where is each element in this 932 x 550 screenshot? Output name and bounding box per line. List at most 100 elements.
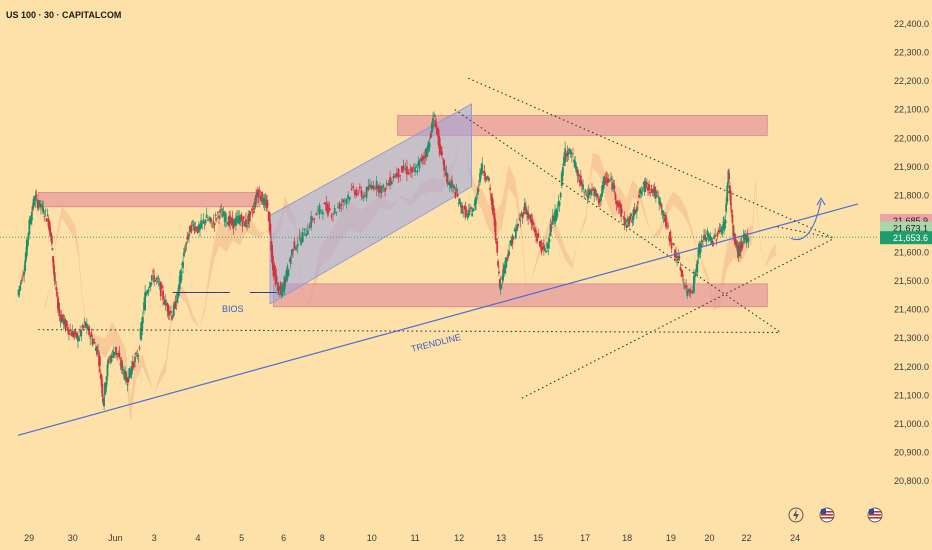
candle-body bbox=[482, 171, 485, 173]
candle-body bbox=[62, 314, 64, 321]
candle-body bbox=[140, 321, 143, 336]
candle-body bbox=[315, 213, 318, 216]
candle-body bbox=[439, 146, 442, 151]
x-tick-label: 12 bbox=[454, 533, 464, 543]
candle-body bbox=[579, 175, 582, 185]
candle-body bbox=[75, 332, 78, 339]
y-tick-label: 20,800.0 bbox=[894, 476, 929, 486]
candle-body bbox=[412, 167, 415, 169]
us-flag-event-icon[interactable] bbox=[819, 507, 835, 523]
candle-body bbox=[479, 173, 481, 183]
candle-body bbox=[651, 188, 654, 193]
candle-body bbox=[665, 214, 667, 228]
us-flag-event-icon[interactable] bbox=[867, 507, 883, 523]
candle-body bbox=[577, 174, 580, 177]
candle-body bbox=[320, 210, 323, 212]
candle-body bbox=[460, 203, 462, 208]
candle-body bbox=[57, 302, 60, 311]
candle-body bbox=[685, 285, 687, 288]
candle-body bbox=[290, 249, 293, 256]
candle-body bbox=[707, 233, 710, 238]
candle-body bbox=[615, 200, 618, 205]
candle-body bbox=[340, 204, 343, 206]
candle-body bbox=[526, 211, 528, 215]
candle-body bbox=[573, 159, 575, 163]
candle-body bbox=[462, 212, 465, 213]
candle-body bbox=[28, 219, 31, 235]
candle-body bbox=[713, 236, 715, 240]
y-tick-label: 21,600.0 bbox=[894, 248, 929, 258]
candle-body bbox=[732, 225, 735, 236]
time-axis[interactable]: 29 30 Jun 3 4 5 6 8 10 11 12 13 15 17 18 19 20 22 24 bbox=[24, 533, 800, 543]
candle-body bbox=[497, 261, 499, 266]
candle-body bbox=[65, 320, 68, 326]
candle-body bbox=[389, 176, 392, 186]
lightning-event-icon[interactable] bbox=[788, 507, 804, 523]
x-tick-label: 11 bbox=[410, 533, 419, 543]
candle-body bbox=[404, 169, 407, 171]
candle-body bbox=[138, 347, 141, 349]
candle-body bbox=[296, 243, 299, 247]
y-tick-label: 21,000.0 bbox=[894, 419, 929, 429]
candle-body bbox=[723, 225, 726, 229]
y-tick-label: 22,000.0 bbox=[894, 133, 929, 143]
candle-body bbox=[118, 352, 121, 358]
candle-body bbox=[38, 200, 41, 207]
candle-body bbox=[726, 185, 729, 202]
candle-body bbox=[605, 178, 608, 179]
candle-body bbox=[99, 356, 101, 366]
candle-body bbox=[357, 193, 360, 195]
candle-body bbox=[594, 189, 597, 194]
candle-body bbox=[79, 331, 82, 333]
candle-body bbox=[649, 191, 652, 193]
candle-body bbox=[693, 275, 695, 293]
candle-body bbox=[219, 209, 222, 213]
candle-body bbox=[455, 189, 458, 192]
candle-body bbox=[267, 203, 269, 205]
candle-body bbox=[146, 291, 149, 294]
candle-body bbox=[475, 197, 478, 200]
candle-body bbox=[498, 271, 500, 274]
candle-body bbox=[537, 233, 540, 238]
candle-body bbox=[157, 281, 160, 282]
candle-body bbox=[277, 286, 280, 294]
price-axis[interactable]: 22,400.0 22,300.0 22,200.0 22,100.0 22,000.0… bbox=[880, 19, 932, 486]
candle-body bbox=[710, 237, 713, 244]
candle-body bbox=[399, 175, 402, 177]
candle-body bbox=[40, 204, 42, 208]
candle-body bbox=[71, 330, 74, 337]
candle-body bbox=[82, 325, 85, 329]
y-tick-label: 22,300.0 bbox=[894, 48, 929, 58]
candle-body bbox=[305, 233, 308, 237]
price-badge-label: 21,653.6 bbox=[893, 233, 928, 243]
candle-body bbox=[632, 209, 635, 221]
candle-body bbox=[505, 257, 508, 262]
candle-body bbox=[220, 209, 223, 211]
candle-body bbox=[342, 199, 344, 203]
candle-body bbox=[333, 208, 336, 214]
candle-body bbox=[419, 157, 422, 160]
candle-body bbox=[578, 180, 581, 184]
candle-body bbox=[531, 219, 534, 225]
candle-body bbox=[202, 219, 205, 222]
candle-body bbox=[377, 185, 380, 193]
candle-body bbox=[637, 201, 639, 204]
candle-body bbox=[530, 218, 533, 224]
candle-body bbox=[394, 174, 397, 178]
candle-body bbox=[602, 180, 605, 190]
candle-body bbox=[229, 215, 232, 224]
candle-body bbox=[172, 304, 175, 316]
candle-body bbox=[427, 141, 430, 150]
candle-body bbox=[328, 207, 331, 211]
candle-body bbox=[268, 212, 271, 232]
candle-body bbox=[606, 178, 609, 183]
candle-body bbox=[557, 201, 560, 207]
candle-body bbox=[126, 384, 129, 386]
plot-area[interactable] bbox=[17, 103, 776, 423]
projection-arrow bbox=[790, 200, 822, 241]
candle-body bbox=[721, 226, 724, 234]
candle-body bbox=[700, 240, 703, 243]
candle-body bbox=[246, 224, 248, 227]
candle-body bbox=[582, 184, 584, 190]
candle-body bbox=[263, 197, 266, 206]
